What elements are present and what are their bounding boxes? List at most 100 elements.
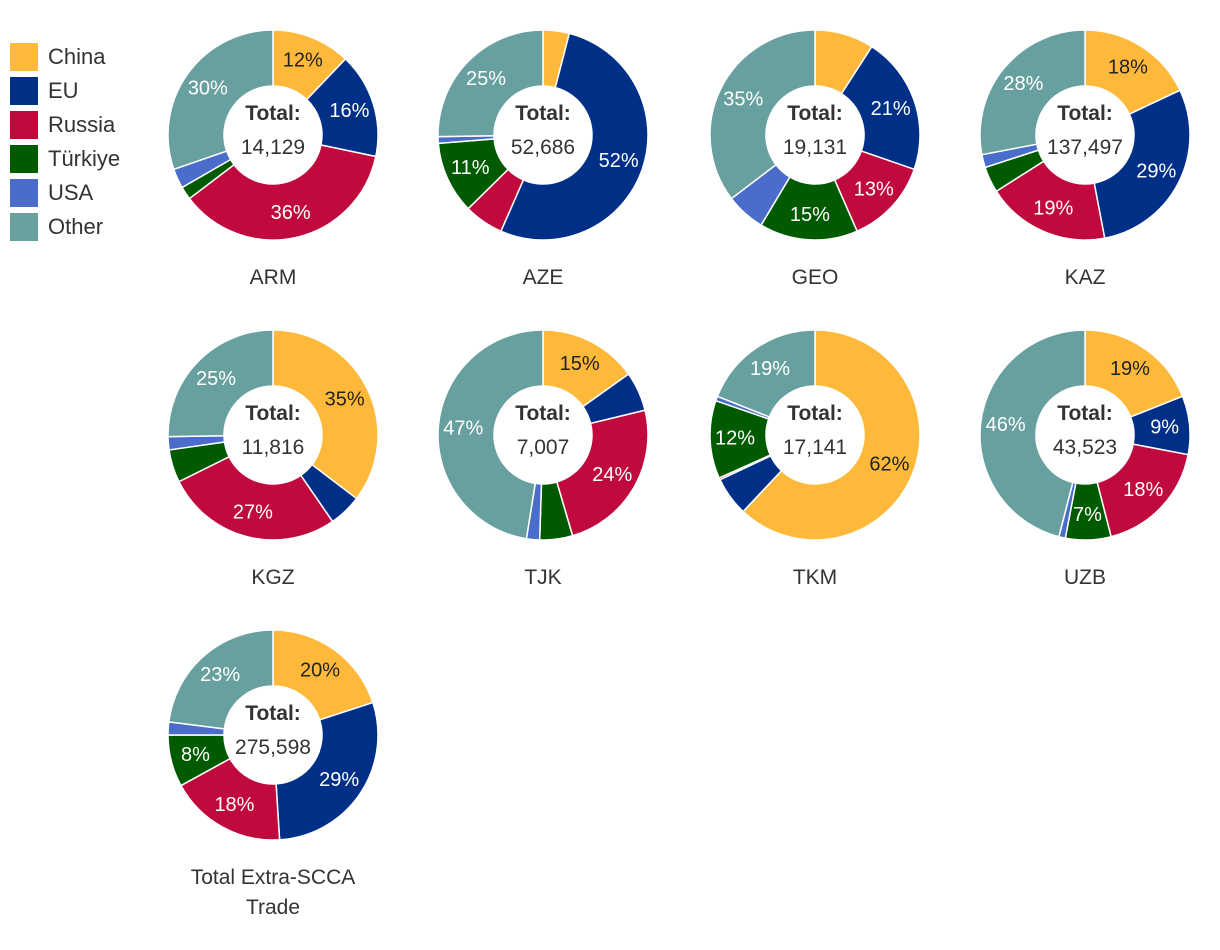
donut-svg: 12% 16% 36% 30% (167, 29, 379, 241)
total-value: 275,598 (235, 736, 311, 759)
total-value: 7,007 (516, 436, 570, 459)
slice-label-eu: 16% (329, 100, 369, 122)
slice-label-eu: 29% (319, 769, 359, 791)
slice-eu (1093, 89, 1191, 240)
slice-label-eu: 29% (1136, 160, 1176, 182)
slice-other (167, 629, 274, 730)
slice-label-eu: 52% (599, 150, 639, 172)
slice-label-china: 18% (1108, 56, 1148, 78)
slice-label-other: 47% (443, 418, 483, 440)
legend-item-other: Other (10, 210, 120, 244)
slice-other (167, 329, 274, 438)
total-label: Total: (787, 402, 843, 425)
slice-label-russia: 24% (592, 464, 632, 486)
total-label: Total: (787, 102, 843, 125)
total-label: Total: (245, 102, 301, 125)
slice-label-russia: 13% (854, 178, 894, 200)
chart-title: GEO (791, 266, 839, 289)
chart-title: TKM (792, 566, 838, 589)
chart-title: TJK (524, 566, 562, 589)
chart-title: UZB (1064, 566, 1106, 589)
legend-label: Türkiye (48, 146, 121, 171)
slice-label-other: 19% (750, 358, 790, 380)
slice-label-other: 30% (188, 78, 228, 100)
slice-label-china: 19% (1110, 358, 1150, 380)
slice-other (437, 29, 544, 138)
total-label: Total: (245, 402, 301, 425)
legend-label: USA (48, 180, 94, 205)
slice-label-türkiye: 11% (451, 157, 490, 179)
chart-title: AZE (522, 266, 564, 289)
legend-swatch (10, 213, 38, 241)
legend-swatch (10, 77, 38, 105)
legend-item-china: China (10, 40, 120, 74)
legend-item-türkiye: Türkiye (10, 142, 120, 176)
slice-other (167, 29, 274, 171)
slice-other (437, 329, 544, 540)
total-value: 14,129 (240, 136, 306, 159)
legend-label: EU (48, 78, 79, 103)
donut-chart-kaz: 18% 29% 19% 28% Total: 137,497 KAZ (979, 29, 1220, 330)
slice-label-other: 23% (200, 664, 240, 686)
total-label: Total: (1057, 402, 1113, 425)
slice-russia (188, 144, 377, 241)
donut-svg: 35% 27% 25% (167, 329, 379, 541)
slice-label-eu: 21% (871, 98, 911, 120)
chart-title: ARM (249, 266, 297, 289)
donut-svg: 52% 11% 25% (437, 29, 649, 241)
slice-other (716, 329, 816, 418)
slice-russia (177, 455, 334, 541)
donut-chart-aze: 52% 11% 25% Total: 52,686 AZE (437, 29, 698, 330)
slice-china (272, 629, 374, 721)
slice-china (272, 329, 379, 500)
total-value: 19,131 (782, 136, 848, 159)
slice-label-türkiye: 12% (715, 428, 755, 450)
slice-label-china: 15% (560, 353, 600, 375)
slice-label-china: 20% (300, 659, 340, 681)
slice-label-other: 46% (986, 414, 1026, 436)
legend-item-russia: Russia (10, 108, 120, 142)
slice-label-türkiye: 8% (181, 744, 210, 766)
slice-label-russia: 27% (233, 501, 273, 523)
chart-title: Total Extra-SCCA Trade (190, 866, 356, 919)
chart-title: KAZ (1064, 266, 1106, 289)
total-label: Total: (515, 102, 571, 125)
slice-label-other: 25% (196, 368, 236, 390)
slice-label-other: 35% (723, 88, 763, 110)
slice-other (979, 329, 1086, 538)
legend-item-eu: EU (10, 74, 120, 108)
slice-label-other: 25% (466, 68, 506, 90)
total-value: 11,816 (241, 436, 305, 459)
slice-china (742, 329, 921, 541)
legend-swatch (10, 111, 38, 139)
legend-label: Other (48, 214, 104, 239)
donut-chart-arm: 12% 16% 36% 30% Total: 14,129 ARM (167, 29, 428, 330)
donut-svg: 20% 29% 18% 8% 23% (167, 629, 379, 841)
slice-eu (840, 45, 921, 171)
slice-label-china: 35% (325, 388, 365, 410)
legend-item-usa: USA (10, 176, 120, 210)
slice-label-russia: 19% (1033, 197, 1073, 219)
slice-label-russia: 36% (271, 202, 311, 224)
legend-swatch (10, 179, 38, 207)
total-label: Total: (245, 702, 301, 725)
legend-label: China (48, 44, 106, 69)
legend-label: Russia (48, 112, 116, 137)
total-value: 17,141 (782, 436, 848, 459)
slice-russia (555, 409, 649, 537)
slice-label-türkiye: 7% (1073, 504, 1102, 526)
donut-chart-uzb: 19% 9% 18% 7% 46% Total: 43,523 UZB (979, 329, 1220, 630)
donut-chart-geo: 21% 13% 15% 35% Total: 19,131 GEO (709, 29, 970, 330)
total-value: 43,523 (1052, 436, 1118, 459)
slice-label-türkiye: 15% (790, 204, 830, 226)
chart-title: KGZ (251, 566, 295, 589)
donut-svg: 62% 12% 19% (709, 329, 921, 541)
donut-chart-total-extra-scca-trade: 20% 29% 18% 8% 23% Total: 275,598 Total Extra-S… (167, 629, 428, 930)
slice-label-russia: 18% (1123, 479, 1163, 501)
donut-svg: 19% 9% 18% 7% 46% (979, 329, 1191, 541)
slice-other (709, 29, 816, 200)
legend-swatch (10, 43, 38, 71)
legend-swatch (10, 145, 38, 173)
donut-chart-tjk: 15% 24% 47% Total: 7,007 TJK (437, 329, 698, 630)
